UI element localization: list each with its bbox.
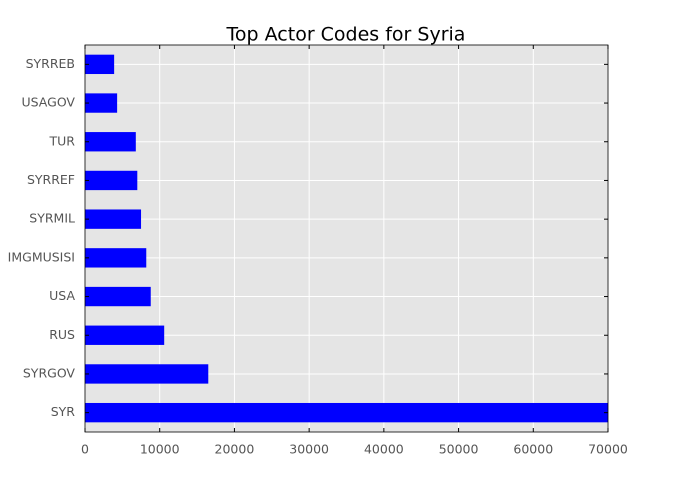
y-tick-label: USA bbox=[49, 288, 75, 303]
bar bbox=[85, 132, 136, 152]
x-tick-label: 10000 bbox=[140, 442, 180, 457]
y-tick-label: SYRREB bbox=[26, 56, 75, 71]
y-tick-label: TUR bbox=[49, 133, 76, 148]
x-tick-label: 50000 bbox=[439, 442, 479, 457]
y-tick-label: RUS bbox=[49, 327, 75, 342]
x-tick-label: 20000 bbox=[215, 442, 255, 457]
x-tick-label: 0 bbox=[81, 442, 89, 457]
bar bbox=[85, 54, 115, 75]
x-tick-label: 60000 bbox=[513, 442, 553, 457]
x-tick-label: 70000 bbox=[588, 442, 628, 457]
y-tick-label: IMGMUSISI bbox=[8, 249, 75, 264]
bar bbox=[85, 286, 151, 307]
y-tick-label: SYRGOV bbox=[23, 365, 76, 380]
bar bbox=[85, 209, 142, 229]
chart-title: Top Actor Codes for Syria bbox=[226, 24, 466, 46]
x-tick-label: 30000 bbox=[289, 442, 329, 457]
bar bbox=[85, 170, 138, 191]
x-tick-label: 40000 bbox=[364, 442, 404, 457]
bar bbox=[85, 248, 147, 268]
y-tick-label: USAGOV bbox=[21, 95, 75, 110]
y-tick-label: SYRMIL bbox=[29, 211, 75, 226]
bar bbox=[85, 325, 165, 345]
bar bbox=[85, 364, 209, 384]
y-tick-label: SYRREF bbox=[27, 172, 75, 187]
plot-frame bbox=[84, 44, 609, 433]
bar bbox=[85, 93, 118, 113]
bar bbox=[85, 402, 608, 423]
y-tick-label: SYR bbox=[51, 404, 76, 419]
